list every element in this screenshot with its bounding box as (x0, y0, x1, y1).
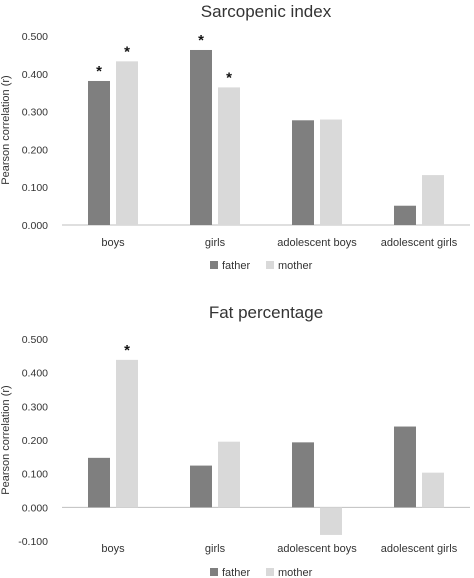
bar-father (88, 457, 110, 508)
y-tick-label: 0.500 (22, 334, 48, 346)
y-tick-label: 0.100 (22, 182, 48, 194)
bar-father (292, 442, 314, 508)
bar-mother (218, 87, 240, 226)
significance-marker: * (124, 342, 130, 359)
y-tick-label: 0.300 (22, 401, 48, 413)
y-tick-label: 0.200 (22, 435, 48, 447)
y-tick-label: 0.400 (22, 69, 48, 81)
bar-father (394, 205, 416, 225)
bar-mother (116, 61, 138, 225)
y-axis-label: Pearson correlation (r) (0, 385, 12, 494)
bar-father (394, 426, 416, 508)
y-tick-label: 0.200 (22, 144, 48, 156)
category-label: adolescent boys (277, 237, 357, 249)
y-tick-label: 0.300 (22, 107, 48, 119)
chart-title: Sarcopenic index (201, 2, 332, 21)
bar-father (292, 120, 314, 225)
chart-title: Fat percentage (209, 303, 323, 322)
bar-mother (320, 507, 342, 535)
y-tick-label: 0.000 (22, 220, 48, 232)
legend-label: mother (278, 567, 313, 578)
y-tick-label: 0.100 (22, 469, 48, 481)
significance-marker: * (96, 63, 102, 80)
significance-marker: * (226, 69, 232, 86)
bar-father (190, 49, 212, 226)
legend-swatch-father (210, 261, 218, 269)
legend-swatch-mother (266, 568, 274, 576)
significance-marker: * (124, 43, 130, 60)
legend-swatch-father (210, 568, 218, 576)
category-label: adolescent boys (277, 543, 357, 555)
category-label: girls (205, 543, 226, 555)
legend-label: father (222, 260, 250, 272)
legend: father mother (210, 260, 313, 272)
category-label: adolescent girls (381, 543, 458, 555)
bar-mother (116, 359, 138, 508)
bar-mother (422, 175, 444, 225)
category-label: adolescent girls (381, 237, 458, 249)
bar-mother (320, 119, 342, 225)
legend-swatch-mother (266, 261, 274, 269)
category-label: boys (101, 237, 125, 249)
category-label: girls (205, 237, 226, 249)
y-tick-label: 0.500 (22, 31, 48, 43)
legend-label: mother (278, 260, 313, 272)
y-axis-label: Pearson correlation (r) (0, 75, 12, 184)
y-tick-label: 0.000 (22, 502, 48, 514)
bar-mother (422, 472, 444, 508)
significance-marker: * (198, 32, 204, 49)
bar-father (88, 80, 110, 226)
chart-2: Fat percentage Pearson correlation (r) -0.… (0, 303, 470, 578)
y-tick-label: -0.100 (18, 536, 48, 548)
legend: father mother (210, 567, 313, 578)
bar-mother (218, 441, 240, 508)
bar-father (190, 465, 212, 508)
chart-1: Sarcopenic index Pearson correlation (r) 0… (0, 2, 470, 272)
category-label: boys (101, 543, 125, 555)
y-tick-label: 0.400 (22, 368, 48, 380)
legend-label: father (222, 567, 250, 578)
